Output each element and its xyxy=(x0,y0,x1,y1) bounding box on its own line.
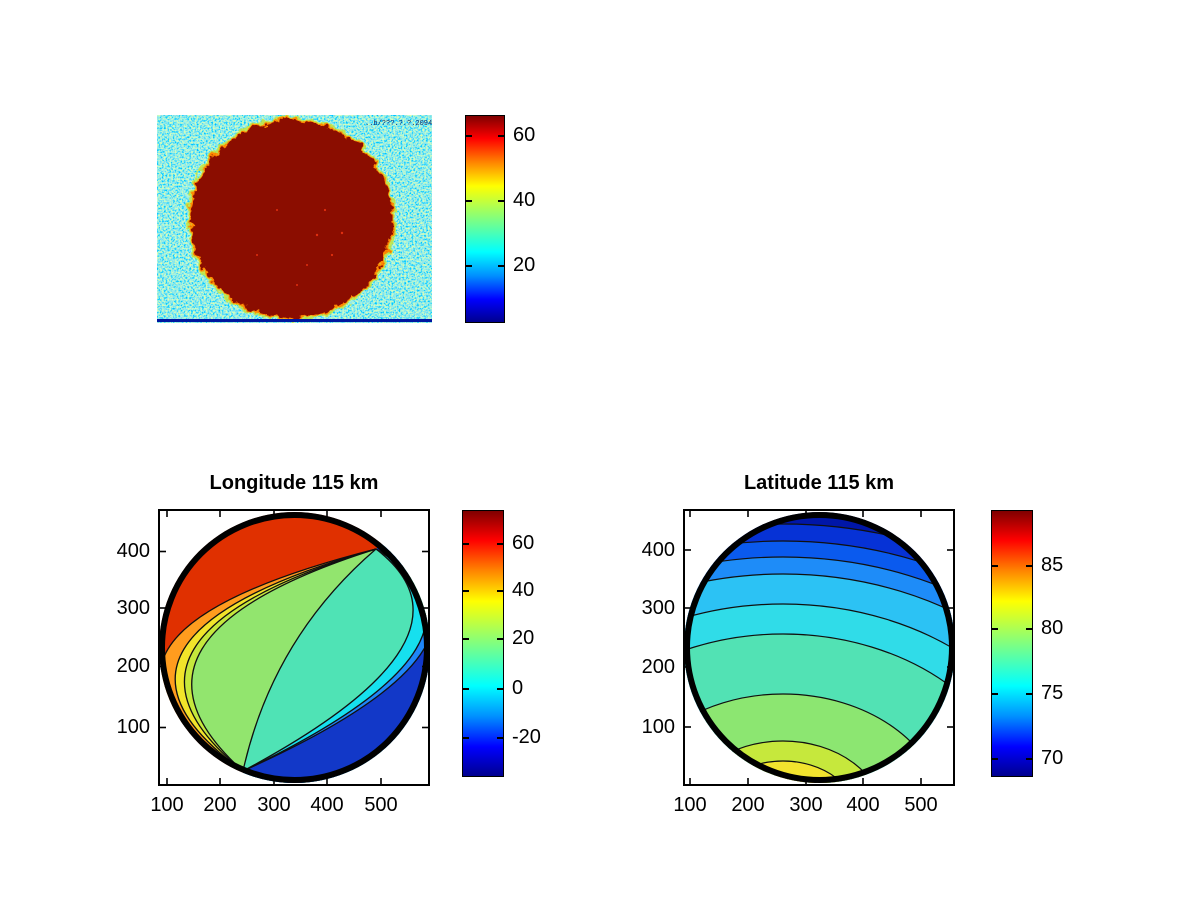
lat-ytick: 200 xyxy=(641,656,675,678)
lat-xtick: 200 xyxy=(731,794,765,816)
lon-cbar-label: 20 xyxy=(512,627,535,649)
disk-limb xyxy=(159,512,430,783)
lat-xtick: 100 xyxy=(673,794,707,816)
longitude-colorbar xyxy=(462,510,504,777)
image-cbar-label: 40 xyxy=(513,189,536,211)
longitude-contour-plot xyxy=(158,509,430,786)
lat-cbar-label: 85 xyxy=(1041,554,1064,576)
image-bottom-line xyxy=(157,319,432,322)
lat-ytick: 300 xyxy=(641,597,675,619)
lon-ytick: 100 xyxy=(116,716,150,738)
lat-cbar-label: 75 xyxy=(1041,682,1064,704)
lon-cbar-label: -20 xyxy=(512,726,541,748)
lon-xtick: 200 xyxy=(203,794,237,816)
disk-limb xyxy=(684,512,955,783)
lat-xtick: 300 xyxy=(789,794,823,816)
lon-ytick: 300 xyxy=(116,597,150,619)
axis-ticks xyxy=(159,510,429,785)
lon-cbar-label: 60 xyxy=(512,532,535,554)
image-colorbar xyxy=(465,115,505,323)
jet-gradient xyxy=(463,511,503,776)
latitude-colorbar xyxy=(991,510,1033,777)
lon-xtick: 500 xyxy=(364,794,398,816)
lat-cbar-label: 80 xyxy=(1041,617,1064,639)
latitude-bands xyxy=(684,512,955,783)
lat-cbar-label: 70 xyxy=(1041,747,1064,769)
image-cbar-label: 20 xyxy=(513,254,536,276)
lon-cbar-label: 40 xyxy=(512,579,535,601)
lat-xtick: 500 xyxy=(904,794,938,816)
lat-xtick: 400 xyxy=(846,794,880,816)
disk-speckles xyxy=(256,208,344,286)
axis-ticks xyxy=(684,510,954,785)
planet-disk xyxy=(187,117,396,321)
longitude-bands xyxy=(159,512,430,783)
image-panel: ..b/???.?.?.2094 xyxy=(157,115,432,323)
lat-ytick: 400 xyxy=(641,539,675,561)
lon-ytick: 400 xyxy=(116,540,150,562)
latitude-contour-plot xyxy=(683,509,955,786)
latitude-title: Latitude 115 km xyxy=(743,472,895,494)
lon-xtick: 400 xyxy=(310,794,344,816)
lon-cbar-label: 0 xyxy=(512,677,524,699)
axes-box xyxy=(158,509,430,786)
longitude-title: Longitude 115 km xyxy=(209,472,379,494)
lon-xtick: 100 xyxy=(150,794,184,816)
jet-gradient xyxy=(992,511,1032,776)
image-cbar-label: 60 xyxy=(513,124,536,146)
lon-ytick: 200 xyxy=(116,655,150,677)
lat-ytick: 100 xyxy=(641,716,675,738)
jet-gradient xyxy=(466,116,504,322)
lon-xtick: 300 xyxy=(257,794,291,816)
axes-box xyxy=(683,509,955,786)
embedded-annotation: ..b/???.?.?.2094 xyxy=(365,120,432,128)
